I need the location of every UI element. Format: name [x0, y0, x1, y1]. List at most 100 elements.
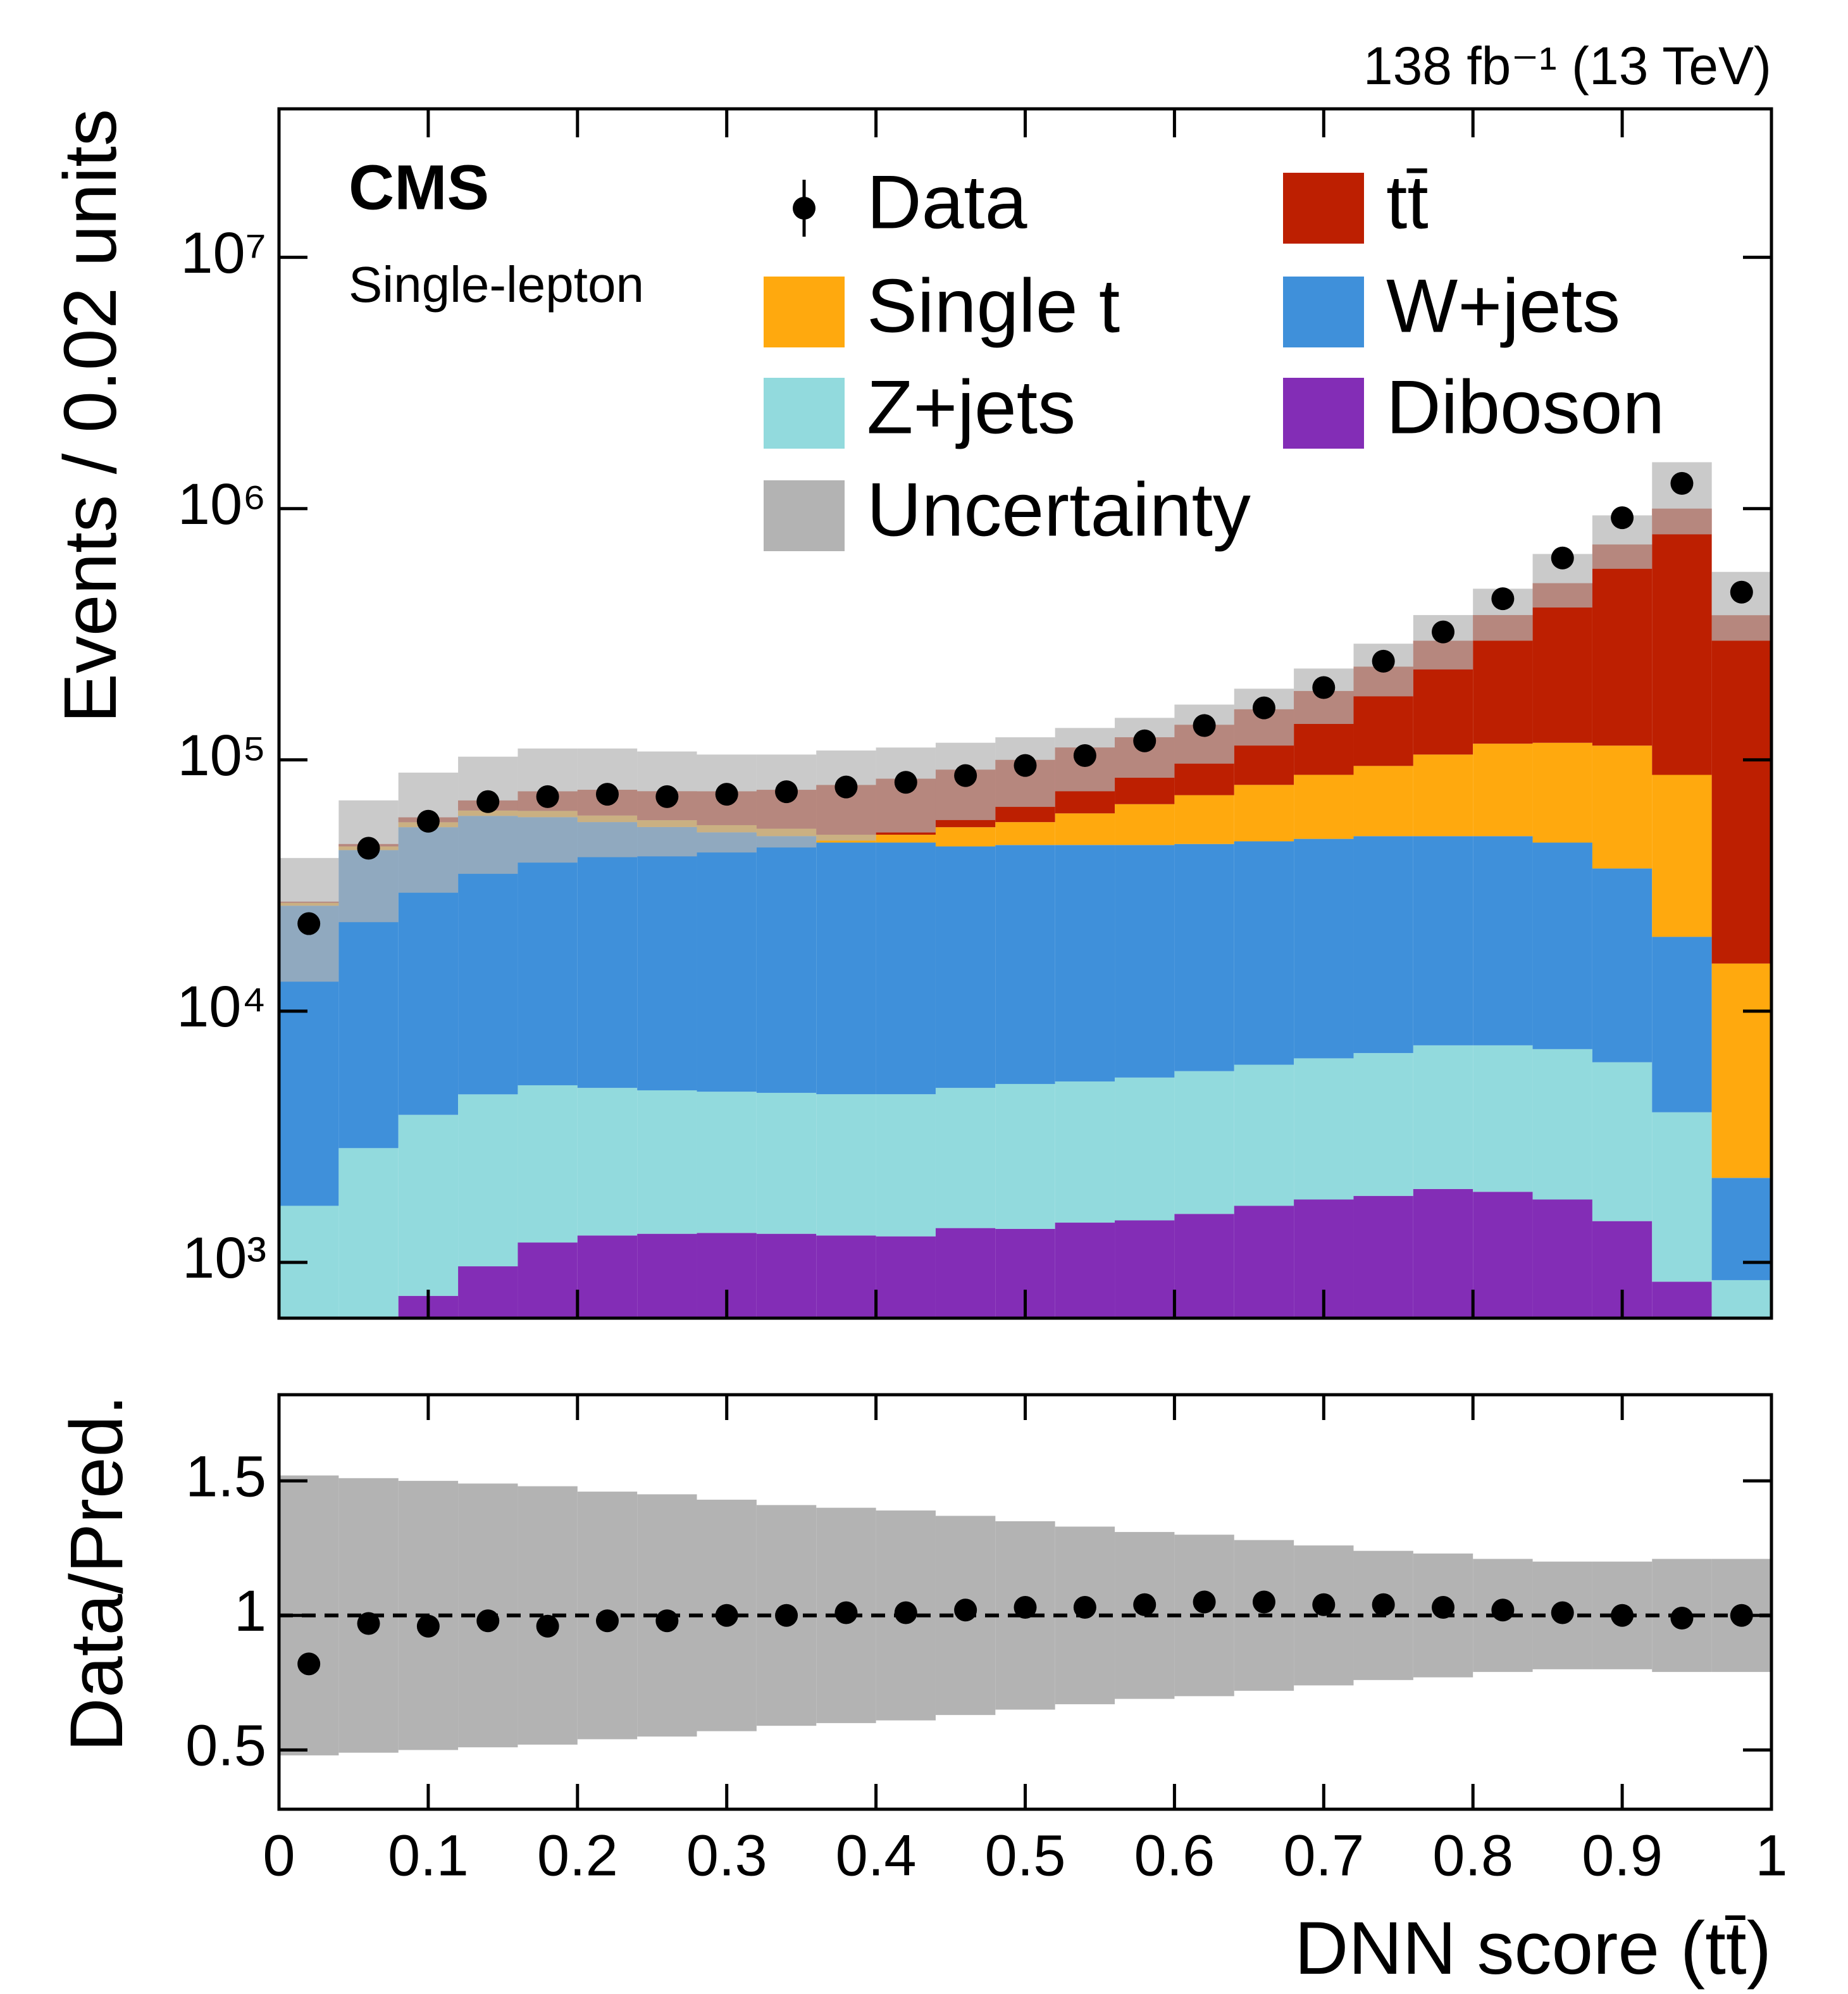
data-point: [1014, 754, 1037, 777]
x-tick-label: 0.1: [388, 1823, 469, 1888]
ratio-plot: [279, 1475, 1771, 1755]
stack-bar: [1294, 1058, 1354, 1200]
stack-bar: [1413, 754, 1473, 837]
stack-bar: [1592, 745, 1653, 869]
legend-marker: [793, 197, 815, 220]
stack-bar: [1353, 766, 1413, 837]
stack-bar: [1353, 1195, 1413, 1318]
stack-bar: [518, 1242, 578, 1318]
stack-bar: [1234, 785, 1294, 842]
ratio-point: [1372, 1593, 1395, 1616]
stack-bar: [995, 845, 1055, 1084]
uncertainty-band: [458, 756, 518, 874]
stack-bar: [1234, 841, 1294, 1065]
legend-label: Z+jets: [867, 365, 1076, 450]
stack-bar: [637, 1090, 697, 1234]
data-point: [476, 790, 500, 813]
ratio-point: [894, 1601, 917, 1624]
stack-bar: [876, 1236, 936, 1318]
channel-label: Single-lepton: [349, 256, 644, 313]
stack-bar: [1711, 1280, 1771, 1318]
y-tick-label: 1.5: [185, 1444, 266, 1509]
stack-bar: [1592, 868, 1653, 1062]
stack-bar: [1532, 1049, 1592, 1200]
stack-bar: [398, 1114, 459, 1296]
stack-bar: [637, 1233, 697, 1318]
stack-bar: [1055, 845, 1115, 1081]
stack-bar: [637, 826, 697, 1090]
stack-bar: [876, 835, 936, 843]
x-tick-label: 0.9: [1582, 1823, 1663, 1888]
data-point: [536, 785, 559, 808]
stack-bar: [756, 836, 817, 1093]
ratio-point: [357, 1612, 380, 1635]
data-point: [715, 783, 738, 806]
stack-bar: [458, 1266, 518, 1318]
data-point: [297, 912, 321, 935]
stack-bar: [697, 832, 757, 1092]
ratio-point: [715, 1604, 738, 1627]
stack-bar: [816, 1094, 876, 1236]
stack-bar: [935, 1228, 996, 1318]
stack-bar: [1353, 836, 1413, 1054]
x-tick-label: 0.4: [836, 1823, 917, 1888]
stack-bar: [1234, 1206, 1294, 1318]
data-point: [1073, 744, 1096, 768]
ratio-point: [1551, 1601, 1574, 1624]
legend-label: Uncertainty: [867, 468, 1251, 552]
stack-bar: [338, 1148, 399, 1318]
ratio-point: [1491, 1598, 1515, 1622]
legend-swatch: [764, 480, 845, 551]
legend-swatch: [764, 378, 845, 449]
stack-bar: [1174, 1214, 1234, 1318]
x-tick-label: 0: [263, 1823, 295, 1888]
y-tick-label: 10⁶: [178, 472, 266, 537]
data-point: [1312, 676, 1336, 699]
stack-bar: [1532, 1199, 1592, 1318]
stack-bar: [1532, 583, 1592, 743]
data-point: [595, 783, 619, 806]
data-point: [1670, 471, 1694, 495]
x-axis-title: DNN score (tt̄): [1294, 1907, 1771, 1990]
stack-bar: [1174, 795, 1234, 844]
stack-bar: [1294, 838, 1354, 1059]
ratio-point: [655, 1609, 679, 1633]
ratio-point: [954, 1598, 977, 1622]
stack-bar: [1652, 1281, 1712, 1318]
legend-swatch: [1283, 277, 1364, 347]
data-point: [1252, 696, 1275, 720]
stack-bar: [518, 1085, 578, 1243]
x-tick-label: 0.6: [1134, 1823, 1215, 1888]
data-point: [775, 780, 798, 804]
stack-bar: [876, 1094, 936, 1237]
stack-bar: [935, 827, 996, 847]
ratio-point: [834, 1601, 858, 1624]
cms-label: CMS: [349, 152, 489, 223]
ratio-point: [1073, 1596, 1096, 1619]
y-axis-title: Events / 0.02 units: [49, 109, 132, 723]
x-tick-label: 0.5: [985, 1823, 1066, 1888]
data-point: [1730, 580, 1753, 604]
stack-bar: [995, 822, 1055, 845]
stack-bar: [995, 1083, 1055, 1229]
data-point: [954, 764, 977, 787]
data-point: [1133, 729, 1157, 752]
legend-swatch: [1283, 378, 1364, 449]
stack-bar: [1473, 1192, 1533, 1318]
ratio-point: [1014, 1596, 1037, 1619]
stack-bar: [1652, 1112, 1712, 1282]
x-tick-label: 0.2: [537, 1823, 618, 1888]
stack-bar: [1652, 508, 1712, 775]
ratio-point: [1252, 1590, 1275, 1614]
uncertainty-band: [398, 772, 459, 893]
stack-bar: [1711, 963, 1771, 1178]
stack-bar: [1115, 1220, 1175, 1318]
ratio-point: [1133, 1593, 1157, 1616]
legend-label: W+jets: [1386, 264, 1620, 349]
stack-bar: [1711, 1178, 1771, 1280]
stack-bar: [697, 1092, 757, 1233]
stack-bar: [816, 1235, 876, 1318]
stack-bar: [1353, 1053, 1413, 1196]
